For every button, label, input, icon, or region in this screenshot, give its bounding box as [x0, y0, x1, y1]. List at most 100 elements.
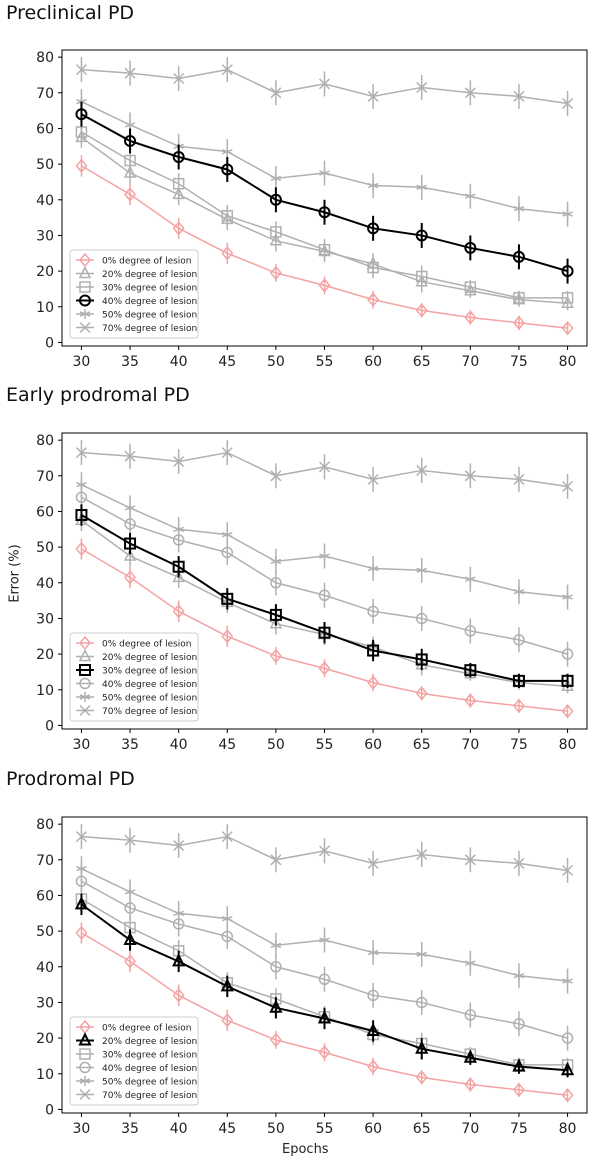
- data-point: [561, 674, 574, 687]
- y-tick-label: 10: [36, 1067, 54, 1083]
- data-point: [318, 589, 331, 602]
- legend-label: 20% degree of lesion: [102, 270, 197, 280]
- y-tick-label: 0: [45, 1102, 54, 1118]
- legend-label: 0% degree of lesion: [102, 1024, 192, 1034]
- legend-marker: [79, 677, 91, 690]
- data-point: [416, 81, 428, 93]
- legend-label: 30% degree of lesion: [102, 284, 197, 294]
- series-0-degree-of-lesion: [75, 922, 574, 1103]
- legend-item: 40% degree of lesion: [76, 294, 197, 307]
- data-point: [318, 278, 331, 293]
- data-point: [464, 281, 477, 293]
- legend-item: 40% degree of lesion: [76, 677, 197, 690]
- legend-label: 70% degree of lesion: [102, 324, 197, 334]
- x-tick-label: 70: [461, 737, 479, 753]
- data-point: [124, 67, 136, 79]
- data-point: [172, 560, 185, 573]
- x-tick-label: 65: [413, 354, 431, 370]
- data-point: [562, 209, 573, 220]
- legend-label: 70% degree of lesion: [102, 707, 197, 717]
- legend-label: 20% degree of lesion: [102, 1037, 197, 1047]
- legend-item: 50% degree of lesion: [76, 692, 197, 704]
- series-0-degree-of-lesion: [75, 155, 574, 336]
- x-tick-label: 50: [267, 354, 285, 370]
- legend-label: 0% degree of lesion: [102, 640, 192, 650]
- x-tick-label: 55: [316, 354, 334, 370]
- data-point: [367, 473, 379, 485]
- y-tick-label: 40: [36, 576, 54, 592]
- data-point: [270, 940, 282, 951]
- y-tick-label: 0: [45, 718, 54, 734]
- data-point: [270, 556, 282, 567]
- data-point: [513, 473, 525, 485]
- data-point: [415, 653, 428, 666]
- data-point: [270, 961, 282, 973]
- data-point: [172, 569, 185, 583]
- data-point: [464, 666, 477, 679]
- legend-box: [69, 1016, 199, 1106]
- y-tick-label: 70: [36, 86, 54, 102]
- data-point: [562, 976, 573, 987]
- legend-label: 50% degree of lesion: [102, 694, 197, 704]
- data-point: [416, 182, 428, 193]
- legend-item: 50% degree of lesion: [76, 1076, 197, 1088]
- legend-marker: [79, 1048, 91, 1060]
- x-tick-label: 30: [73, 1121, 91, 1137]
- chart-panel-2: 0 10 20 30 40 50 60 70 80 30 35 40 45 50 55 60 65 70 75 80 0…: [36, 432, 588, 753]
- data-point: [513, 586, 525, 597]
- y-tick-label: 20: [36, 647, 54, 663]
- legend-marker: [79, 321, 91, 334]
- data-point: [318, 243, 331, 256]
- data-point: [318, 78, 331, 90]
- data-point: [366, 1022, 380, 1036]
- legend-item: 70% degree of lesion: [76, 321, 197, 334]
- y-tick-label: 60: [36, 504, 54, 520]
- legend-item: 30% degree of lesion: [76, 664, 197, 677]
- data-point: [465, 574, 476, 585]
- data-point: [513, 634, 525, 646]
- data-point: [464, 310, 477, 325]
- legend-item: 30% degree of lesion: [76, 1048, 197, 1061]
- legend-marker: [79, 704, 91, 717]
- y-tick-label: 80: [36, 817, 54, 833]
- data-point: [75, 158, 88, 174]
- data-point: [76, 479, 87, 490]
- y-tick-label: 80: [36, 433, 54, 449]
- data-point: [124, 954, 137, 969]
- data-point: [269, 233, 283, 246]
- data-point: [562, 864, 574, 877]
- legend-box: [69, 632, 199, 722]
- data-point: [221, 64, 233, 76]
- legend-marker: [79, 1088, 91, 1101]
- data-point: [367, 222, 380, 235]
- x-tick-label: 65: [413, 1121, 431, 1137]
- data-point: [172, 953, 186, 967]
- data-point: [513, 857, 525, 869]
- data-point: [221, 930, 234, 943]
- data-point: [512, 698, 525, 713]
- y-tick-label: 20: [36, 1031, 54, 1047]
- data-point: [172, 988, 185, 1003]
- data-point: [124, 450, 136, 462]
- data-point: [416, 565, 428, 576]
- data-point: [415, 1070, 428, 1085]
- data-point: [464, 241, 477, 254]
- data-point: [464, 1077, 477, 1092]
- data-point: [269, 193, 282, 206]
- data-point: [367, 605, 379, 618]
- data-point: [416, 464, 428, 476]
- data-point: [464, 1009, 477, 1021]
- data-point: [415, 229, 428, 242]
- data-point: [319, 935, 330, 946]
- data-point: [561, 320, 574, 336]
- y-tick-label: 80: [36, 50, 54, 66]
- legend-label: 30% degree of lesion: [102, 667, 197, 677]
- y-tick-label: 0: [45, 335, 54, 351]
- y-tick-label: 20: [36, 264, 54, 280]
- data-point: [367, 292, 380, 307]
- y-axis-title: Error (%): [7, 544, 23, 603]
- x-tick-label: 50: [267, 1121, 285, 1137]
- data-point: [464, 283, 477, 296]
- data-point: [269, 265, 282, 281]
